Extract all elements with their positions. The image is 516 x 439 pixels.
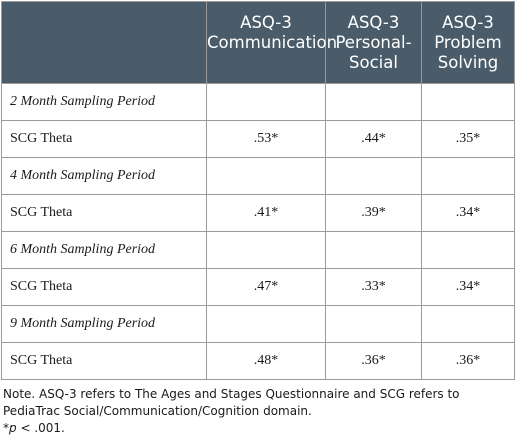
header-communication-line2: Communication bbox=[207, 33, 338, 52]
communication-value: .41* bbox=[206, 194, 326, 232]
period-row: 6 Month Sampling Period bbox=[1, 231, 515, 269]
period-label: 2 Month Sampling Period bbox=[1, 83, 207, 121]
header-row: ASQ-3 Communication ASQ-3 Personal- Soci… bbox=[1, 1, 515, 84]
communication-value: .48* bbox=[206, 342, 326, 380]
empty-cell bbox=[206, 83, 326, 121]
header-personal-social-line1: ASQ-3 bbox=[347, 13, 400, 32]
header-problem-solving-line1: ASQ-3 bbox=[442, 13, 494, 32]
problem-solving-value: .34* bbox=[421, 268, 515, 306]
period-row: 4 Month Sampling Period bbox=[1, 157, 515, 195]
empty-cell bbox=[206, 157, 326, 195]
table-note: Note. ASQ-3 refers to The Ages and Stage… bbox=[3, 386, 515, 437]
problem-solving-value: .36* bbox=[421, 342, 515, 380]
personal-social-value: .44* bbox=[325, 120, 422, 158]
empty-cell bbox=[421, 305, 515, 343]
header-personal-social-line2: Personal- bbox=[335, 33, 412, 52]
personal-social-value: .36* bbox=[325, 342, 422, 380]
empty-cell bbox=[421, 157, 515, 195]
period-label: 9 Month Sampling Period bbox=[1, 305, 207, 343]
measure-label: SCG Theta bbox=[1, 194, 207, 232]
header-personal-social: ASQ-3 Personal- Social bbox=[325, 1, 422, 84]
significance-p: p bbox=[9, 421, 17, 435]
empty-cell bbox=[206, 231, 326, 269]
problem-solving-value: .34* bbox=[421, 194, 515, 232]
data-row: SCG Theta .47* .33* .34* bbox=[1, 268, 515, 306]
period-row: 9 Month Sampling Period bbox=[1, 305, 515, 343]
measure-label: SCG Theta bbox=[1, 342, 207, 380]
empty-cell bbox=[325, 305, 422, 343]
significance-marker: * bbox=[3, 421, 9, 435]
note-line-2: PediaTrac Social/Communication/Cognition… bbox=[3, 404, 312, 418]
empty-cell bbox=[325, 83, 422, 121]
data-row: SCG Theta .53* .44* .35* bbox=[1, 120, 515, 158]
measure-label: SCG Theta bbox=[1, 120, 207, 158]
personal-social-value: .33* bbox=[325, 268, 422, 306]
significance-threshold: < .001. bbox=[16, 421, 65, 435]
correlation-table: ASQ-3 Communication ASQ-3 Personal- Soci… bbox=[1, 1, 515, 380]
personal-social-value: .39* bbox=[325, 194, 422, 232]
header-problem-solving-line2: Problem bbox=[434, 33, 502, 52]
communication-value: .47* bbox=[206, 268, 326, 306]
data-row: SCG Theta .41* .39* .34* bbox=[1, 194, 515, 232]
period-row: 2 Month Sampling Period bbox=[1, 83, 515, 121]
header-corner-cell bbox=[1, 1, 207, 84]
empty-cell bbox=[325, 231, 422, 269]
empty-cell bbox=[421, 83, 515, 121]
significance-note: *p < .001. bbox=[3, 420, 515, 437]
empty-cell bbox=[325, 157, 422, 195]
empty-cell bbox=[206, 305, 326, 343]
header-problem-solving: ASQ-3 Problem Solving bbox=[421, 1, 515, 84]
empty-cell bbox=[421, 231, 515, 269]
measure-label: SCG Theta bbox=[1, 268, 207, 306]
note-line-1: Note. ASQ-3 refers to The Ages and Stage… bbox=[3, 387, 460, 401]
data-row: SCG Theta .48* .36* .36* bbox=[1, 342, 515, 380]
header-personal-social-line3: Social bbox=[349, 53, 398, 72]
communication-value: .53* bbox=[206, 120, 326, 158]
header-communication-line1: ASQ-3 bbox=[240, 13, 292, 32]
period-label: 4 Month Sampling Period bbox=[1, 157, 207, 195]
problem-solving-value: .35* bbox=[421, 120, 515, 158]
header-problem-solving-line3: Solving bbox=[437, 53, 499, 72]
header-communication: ASQ-3 Communication bbox=[206, 1, 338, 84]
period-label: 6 Month Sampling Period bbox=[1, 231, 207, 269]
